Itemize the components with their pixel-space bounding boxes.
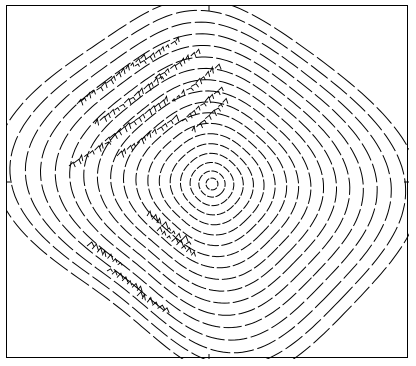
contour-line-6 <box>158 133 265 236</box>
contour-lines <box>7 6 409 359</box>
contour-label-marks <box>68 141 112 168</box>
contour-line-1 <box>205 177 219 191</box>
contour-label-marks <box>136 291 170 314</box>
contour-line-14 <box>54 45 364 329</box>
contour-line-2 <box>198 170 226 198</box>
contour-label-marks <box>104 94 168 143</box>
contour-label-marks <box>86 241 123 266</box>
contour-plot-frame <box>6 5 409 359</box>
contour-line-9 <box>122 101 300 269</box>
contour-line-16 <box>24 21 392 354</box>
contour-line-7 <box>147 122 276 247</box>
contour-line-15 <box>39 33 378 341</box>
contour-line-17 <box>9 9 407 359</box>
contour-line-12 <box>83 67 337 304</box>
contour-line-18 <box>7 6 409 359</box>
contour-plot <box>7 6 409 359</box>
contour-label-marks <box>116 114 180 158</box>
contour-annotations <box>68 36 229 314</box>
contour-label-marks <box>156 226 196 257</box>
contour-line-8 <box>135 112 288 258</box>
contour-label-marks <box>106 268 143 293</box>
contour-line-11 <box>96 79 324 292</box>
contour-label-marks <box>76 53 147 106</box>
contour-label-marks <box>171 63 222 102</box>
contour-line-10 <box>110 90 312 280</box>
frame-ticks <box>7 6 409 359</box>
contour-line-5 <box>169 143 254 226</box>
contour-label-marks <box>154 48 201 80</box>
contour-line-13 <box>69 56 351 316</box>
contour-line-3 <box>189 162 235 207</box>
contour-label-marks <box>146 209 192 245</box>
contour-label-marks <box>134 36 180 67</box>
contour-label-marks <box>181 86 224 122</box>
contour-label-marks <box>94 75 165 126</box>
contour-label-marks <box>191 97 229 133</box>
